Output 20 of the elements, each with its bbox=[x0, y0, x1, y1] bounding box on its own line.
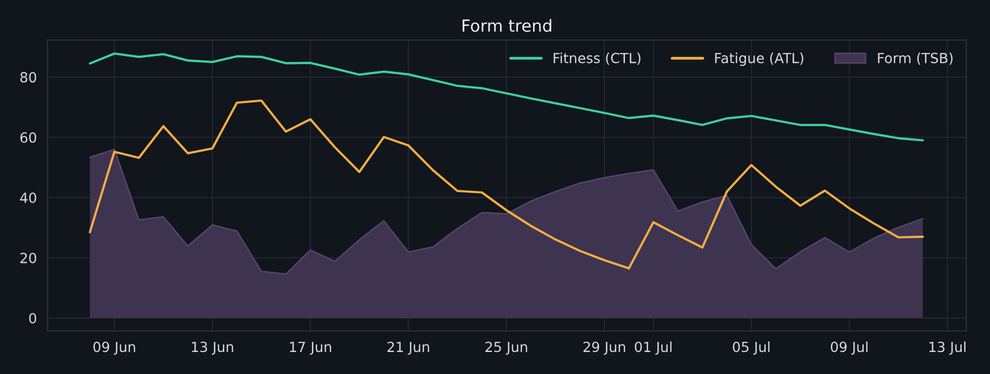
x-tick-label: 13 Jun bbox=[192, 342, 234, 355]
x-tick-label: 13 Jul bbox=[929, 341, 966, 355]
y-tick-label: 20 bbox=[20, 252, 36, 264]
legend-label: Fitness (CTL) bbox=[554, 52, 640, 65]
y-tick-label: 40 bbox=[20, 192, 36, 204]
x-tick-label: 21 Jun bbox=[387, 342, 430, 355]
x-tick-label: 09 Jun bbox=[93, 342, 136, 355]
legend-label: Form (TSB) bbox=[878, 52, 953, 65]
x-tick-label: 17 Jun bbox=[290, 342, 332, 355]
x-tick-label: 05 Jul bbox=[732, 341, 770, 355]
line-series bbox=[88, 99, 924, 270]
x-tick-label: 01 Jul bbox=[634, 341, 672, 355]
y-tick-label: 0 bbox=[29, 313, 36, 324]
y-tick-label: 60 bbox=[20, 132, 36, 143]
x-tick-label: 09 Jul bbox=[830, 341, 868, 355]
x-tick-label: 25 Jun bbox=[485, 342, 528, 355]
y-tick-label: 80 bbox=[20, 72, 36, 83]
x-tick-label: 29 Jun bbox=[583, 342, 626, 355]
chart-title: Form trend bbox=[462, 19, 552, 32]
legend-label: Fatigue (ATL) bbox=[715, 52, 804, 66]
